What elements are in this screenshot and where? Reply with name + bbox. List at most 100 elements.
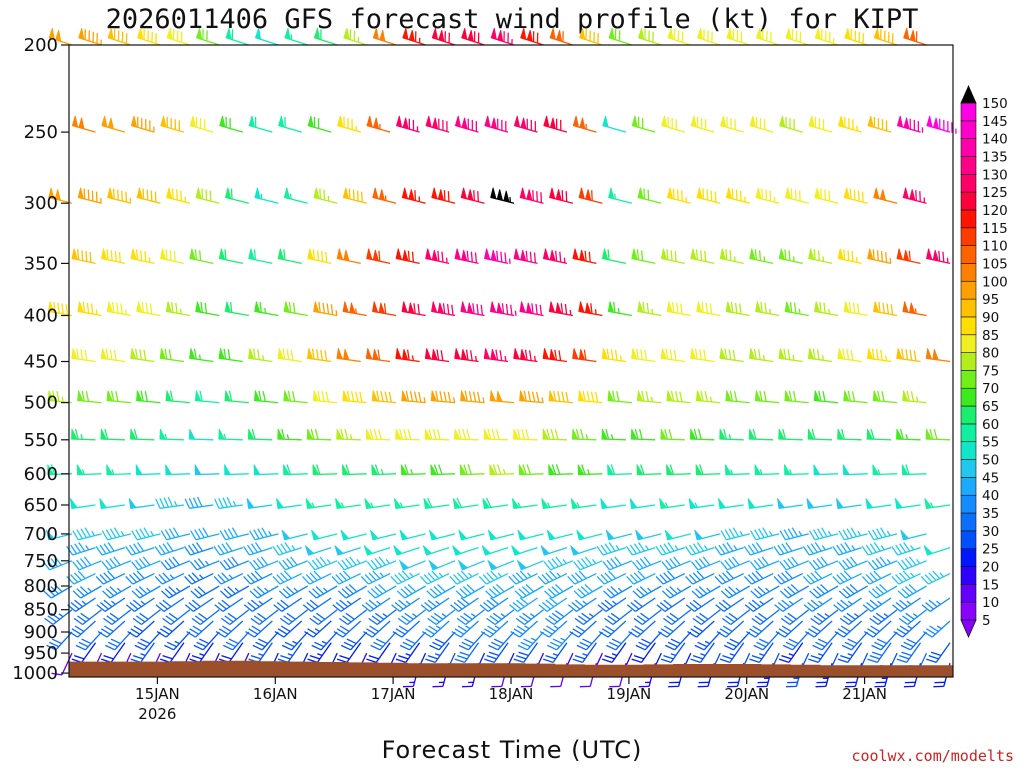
wind-barb: [900, 529, 927, 541]
wind-barb: [313, 187, 338, 204]
wind-barb: [784, 187, 809, 204]
wind-barb: [333, 620, 362, 638]
colorbar-swatch: [960, 530, 977, 550]
wind-barb: [863, 620, 892, 638]
wind-barb: [254, 301, 279, 317]
wind-barb: [694, 631, 721, 651]
wind-barb: [569, 620, 597, 638]
wind-barb: [754, 464, 780, 476]
wind-barb: [509, 597, 538, 612]
wind-barb: [836, 498, 862, 509]
wind-barb: [367, 584, 397, 599]
wind-barb: [696, 27, 721, 46]
wind-barb: [891, 570, 921, 585]
wind-barb: [159, 248, 185, 265]
wind-barb: [777, 498, 803, 509]
wind-barb: [254, 27, 279, 46]
wind-barb: [489, 464, 515, 476]
wind-barb: [519, 187, 544, 204]
wind-barb: [399, 631, 427, 651]
wind-barb: [224, 301, 249, 317]
wind-barb: [773, 570, 803, 585]
wind-barb: [194, 464, 220, 476]
colorbar-tick-label: 100: [982, 274, 1008, 290]
wind-barb: [304, 545, 332, 556]
wind-barb: [750, 527, 780, 541]
wind-barb: [687, 620, 715, 638]
wind-barb: [542, 248, 568, 265]
wind-barb: [273, 597, 303, 612]
wind-barb: [578, 301, 603, 317]
wind-barb: [696, 301, 721, 317]
colorbar-swatch: [960, 477, 977, 496]
wind-barb: [77, 301, 102, 317]
wind-barb: [573, 584, 603, 599]
wind-barb: [71, 348, 96, 363]
wind-barb: [631, 348, 656, 363]
wind-barb: [802, 542, 833, 556]
wind-barb: [803, 597, 833, 612]
wind-barb: [242, 542, 273, 556]
wind-barb: [254, 187, 279, 204]
wind-barb: [926, 642, 951, 664]
wind-barb: [134, 631, 161, 651]
wind-barb: [279, 609, 309, 626]
wind-barb: [542, 642, 568, 664]
wind-barb: [371, 464, 397, 476]
wind-barb: [576, 631, 603, 651]
wind-barb: [598, 620, 627, 638]
wind-barb: [487, 529, 515, 541]
wind-barb: [546, 529, 574, 541]
wind-barb: [636, 390, 662, 404]
wind-barb: [574, 609, 603, 626]
wind-barb: [690, 642, 715, 664]
wind-barb: [626, 570, 656, 585]
wind-barb: [832, 542, 862, 556]
wind-barb: [519, 301, 544, 317]
terrain-ground: [69, 660, 953, 677]
wind-barb: [336, 428, 361, 441]
wind-barb: [636, 464, 662, 476]
wind-barb: [395, 248, 420, 265]
colorbar-tick-label: 120: [982, 203, 1008, 219]
wind-barb: [692, 609, 721, 626]
wind-barb: [307, 115, 332, 133]
wind-barb: [778, 642, 804, 664]
y-tick-label: 200: [24, 35, 58, 56]
wind-barb: [719, 348, 744, 363]
wind-barb: [224, 390, 249, 404]
wind-barb: [246, 498, 273, 509]
wind-barb: [72, 585, 102, 599]
wind-barb: [95, 570, 126, 585]
x-tick-label: 21JAN: [842, 685, 887, 703]
wind-barb: [164, 631, 191, 651]
wind-barb: [331, 570, 361, 585]
wind-barb: [48, 27, 73, 46]
colorbar-tick-label: 140: [982, 132, 1008, 148]
wind-barb: [596, 542, 627, 556]
wind-barb: [452, 545, 479, 556]
wind-barb: [545, 609, 574, 626]
wind-barb: [43, 584, 73, 599]
wind-barb: [513, 115, 538, 133]
colorbar-swatch: [960, 566, 977, 585]
wind-barb: [601, 642, 627, 664]
wind-barb: [804, 620, 833, 638]
wind-barb: [360, 570, 391, 585]
wind-barb: [102, 585, 132, 599]
y-tick-label: 300: [24, 193, 58, 214]
wind-barb: [924, 498, 951, 509]
wind-barb: [656, 597, 686, 612]
wind-barb: [925, 348, 951, 363]
wind-barb: [873, 27, 898, 46]
wind-barb: [510, 620, 538, 638]
wind-barb: [253, 464, 279, 476]
wind-barb: [868, 584, 898, 599]
wind-barb: [194, 390, 220, 404]
wind-barb: [902, 187, 927, 204]
x-tick-label: 19JAN: [607, 685, 652, 703]
wind-barb: [281, 631, 309, 651]
wind-barb: [278, 556, 308, 571]
wind-barb: [721, 609, 751, 626]
